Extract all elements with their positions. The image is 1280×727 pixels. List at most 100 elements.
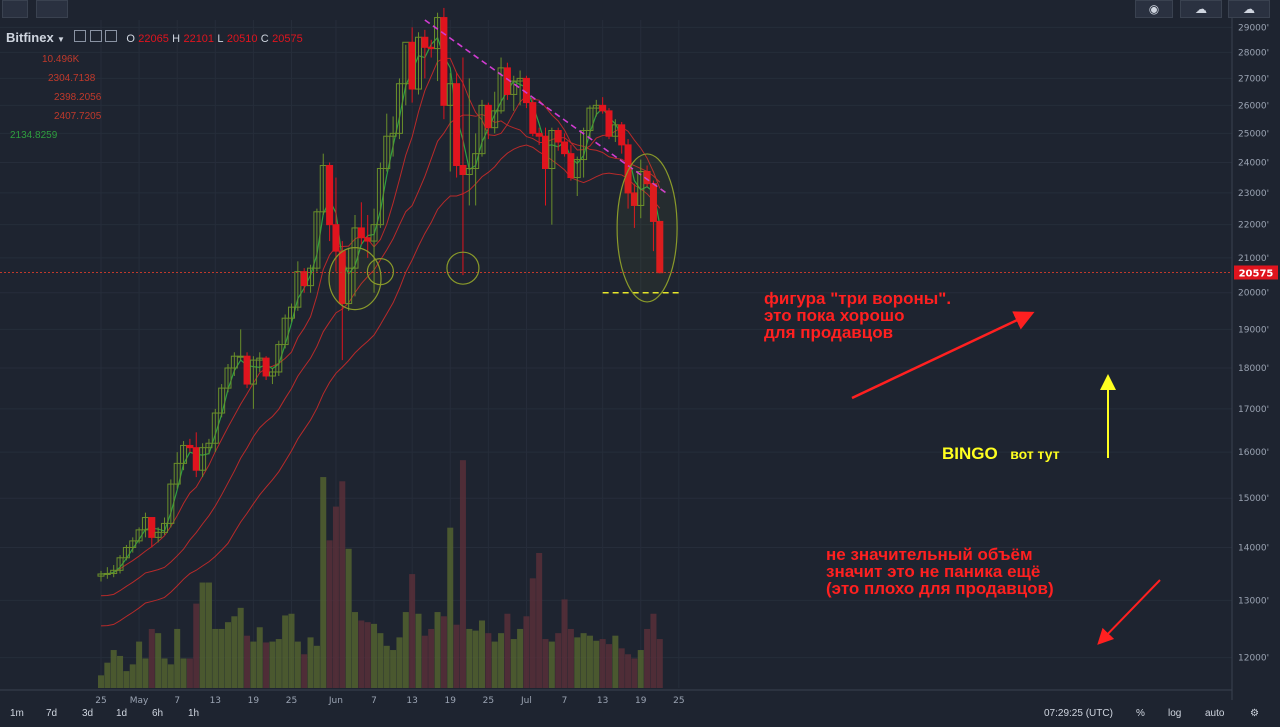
- candle-body: [580, 130, 588, 161]
- cloud-download-icon[interactable]: ☁: [1180, 0, 1222, 18]
- volume-bar: [485, 633, 492, 688]
- cloud-upload-icon[interactable]: ☁: [1228, 0, 1270, 18]
- candle-body: [510, 80, 518, 95]
- volume-bar: [288, 613, 295, 688]
- candle-body: [465, 167, 473, 176]
- candle: [376, 162, 384, 228]
- ma-short-line: [100, 57, 661, 575]
- time-tick-label: Jul: [520, 696, 532, 706]
- time-tick-label: 25: [95, 696, 106, 706]
- close-icon[interactable]: [104, 30, 117, 42]
- candle: [478, 99, 486, 157]
- candle: [535, 127, 543, 145]
- candle-body: [554, 130, 562, 143]
- timeframe-1d[interactable]: 1d: [116, 708, 128, 719]
- candle-body: [313, 211, 321, 269]
- indicator-row[interactable]: 2407.7205: [0, 107, 101, 126]
- candle-body: [529, 102, 537, 134]
- candle-body: [275, 344, 283, 373]
- menu-icon[interactable]: [2, 0, 28, 18]
- volume-bar: [110, 650, 117, 688]
- volume-bar: [415, 613, 422, 688]
- volume-bar: [301, 654, 308, 688]
- candle-body: [281, 317, 289, 346]
- candle-body: [364, 237, 372, 242]
- volume-bar: [167, 664, 174, 688]
- time-tick-label: 7: [174, 696, 180, 706]
- candle-body: [148, 517, 156, 538]
- volume-bar: [498, 633, 505, 688]
- volume-bar: [402, 612, 409, 688]
- percent-toggle[interactable]: %: [1136, 708, 1145, 719]
- candle: [129, 537, 137, 553]
- candle: [389, 116, 397, 157]
- candle-body: [656, 220, 664, 274]
- time-tick-label: 19: [248, 696, 260, 706]
- chevron-down-icon[interactable]: ▼: [57, 35, 65, 44]
- volume-bar: [644, 628, 651, 688]
- time-tick-label: 7: [371, 696, 377, 706]
- candle-body: [440, 17, 448, 106]
- indicator-row[interactable]: 10.496K: [0, 50, 101, 69]
- time-tick-label: 13: [597, 696, 608, 706]
- candle: [218, 384, 226, 418]
- candle-body: [173, 462, 181, 485]
- timeframe-7d[interactable]: 7d: [46, 708, 58, 719]
- candle: [370, 208, 378, 293]
- pattern-annotation-line: фигура "три вороны".: [764, 289, 952, 308]
- volume-bar: [180, 658, 187, 688]
- volume-bar: [98, 675, 104, 688]
- candle: [154, 527, 162, 543]
- volume-bar: [231, 616, 238, 688]
- volume-bar: [599, 639, 606, 688]
- indicator-value: 2407.7205: [54, 111, 102, 122]
- candle-body: [389, 132, 397, 137]
- highlight-circle: [328, 246, 382, 311]
- volume-bar: [237, 607, 244, 688]
- price-tick-label: 23000': [1238, 189, 1269, 199]
- volume-bar: [225, 622, 231, 688]
- candle: [313, 208, 321, 272]
- volume-bar: [136, 641, 143, 688]
- volume-bar: [656, 639, 663, 688]
- symbol-name[interactable]: Bitfinex: [6, 30, 54, 45]
- gear-icon[interactable]: ⚙: [1250, 708, 1259, 719]
- gear-icon[interactable]: [89, 30, 102, 42]
- candle: [326, 162, 334, 242]
- indicator-row[interactable]: 2134.8259: [0, 126, 101, 145]
- candle-body: [116, 557, 124, 571]
- timeframe-3d[interactable]: 3d: [82, 708, 94, 719]
- volume-bar: [313, 645, 320, 688]
- timeframe-1h[interactable]: 1h: [188, 708, 200, 719]
- fullscreen-icon[interactable]: [36, 0, 68, 18]
- indicator-row[interactable]: 2398.2056: [0, 88, 101, 107]
- volume-bar: [479, 620, 485, 688]
- eye-icon[interactable]: [74, 30, 87, 42]
- time-tick-label: 25: [673, 696, 684, 706]
- volume-bar: [339, 481, 346, 688]
- auto-toggle[interactable]: auto: [1205, 708, 1225, 719]
- indicator-row[interactable]: 2304.7138: [0, 69, 101, 88]
- candle-body: [484, 104, 492, 129]
- volume-bar: [212, 628, 219, 688]
- candle: [173, 452, 181, 489]
- candle-body: [180, 444, 188, 464]
- timeframe-6h[interactable]: 6h: [152, 708, 164, 719]
- timeframe-1m[interactable]: 1m: [10, 708, 24, 719]
- log-toggle[interactable]: log: [1168, 708, 1182, 719]
- price-tick-label: 17000': [1238, 405, 1269, 415]
- time-tick-label: 19: [445, 696, 457, 706]
- candle-body: [395, 83, 403, 134]
- volume-bar: [358, 620, 365, 688]
- volume-bar: [561, 599, 568, 688]
- bingo-here-label: вот тут: [1010, 446, 1060, 462]
- volume-bar: [409, 574, 416, 688]
- candle-body: [548, 130, 556, 169]
- camera-icon[interactable]: ◉: [1135, 0, 1173, 18]
- symbol-row: Bitfinex ▼ O 22065 H 22101 L 20510 C 205…: [6, 30, 303, 46]
- price-tick-label: 25000': [1238, 129, 1269, 139]
- volume-bar: [250, 641, 257, 688]
- volume-bar: [282, 615, 289, 688]
